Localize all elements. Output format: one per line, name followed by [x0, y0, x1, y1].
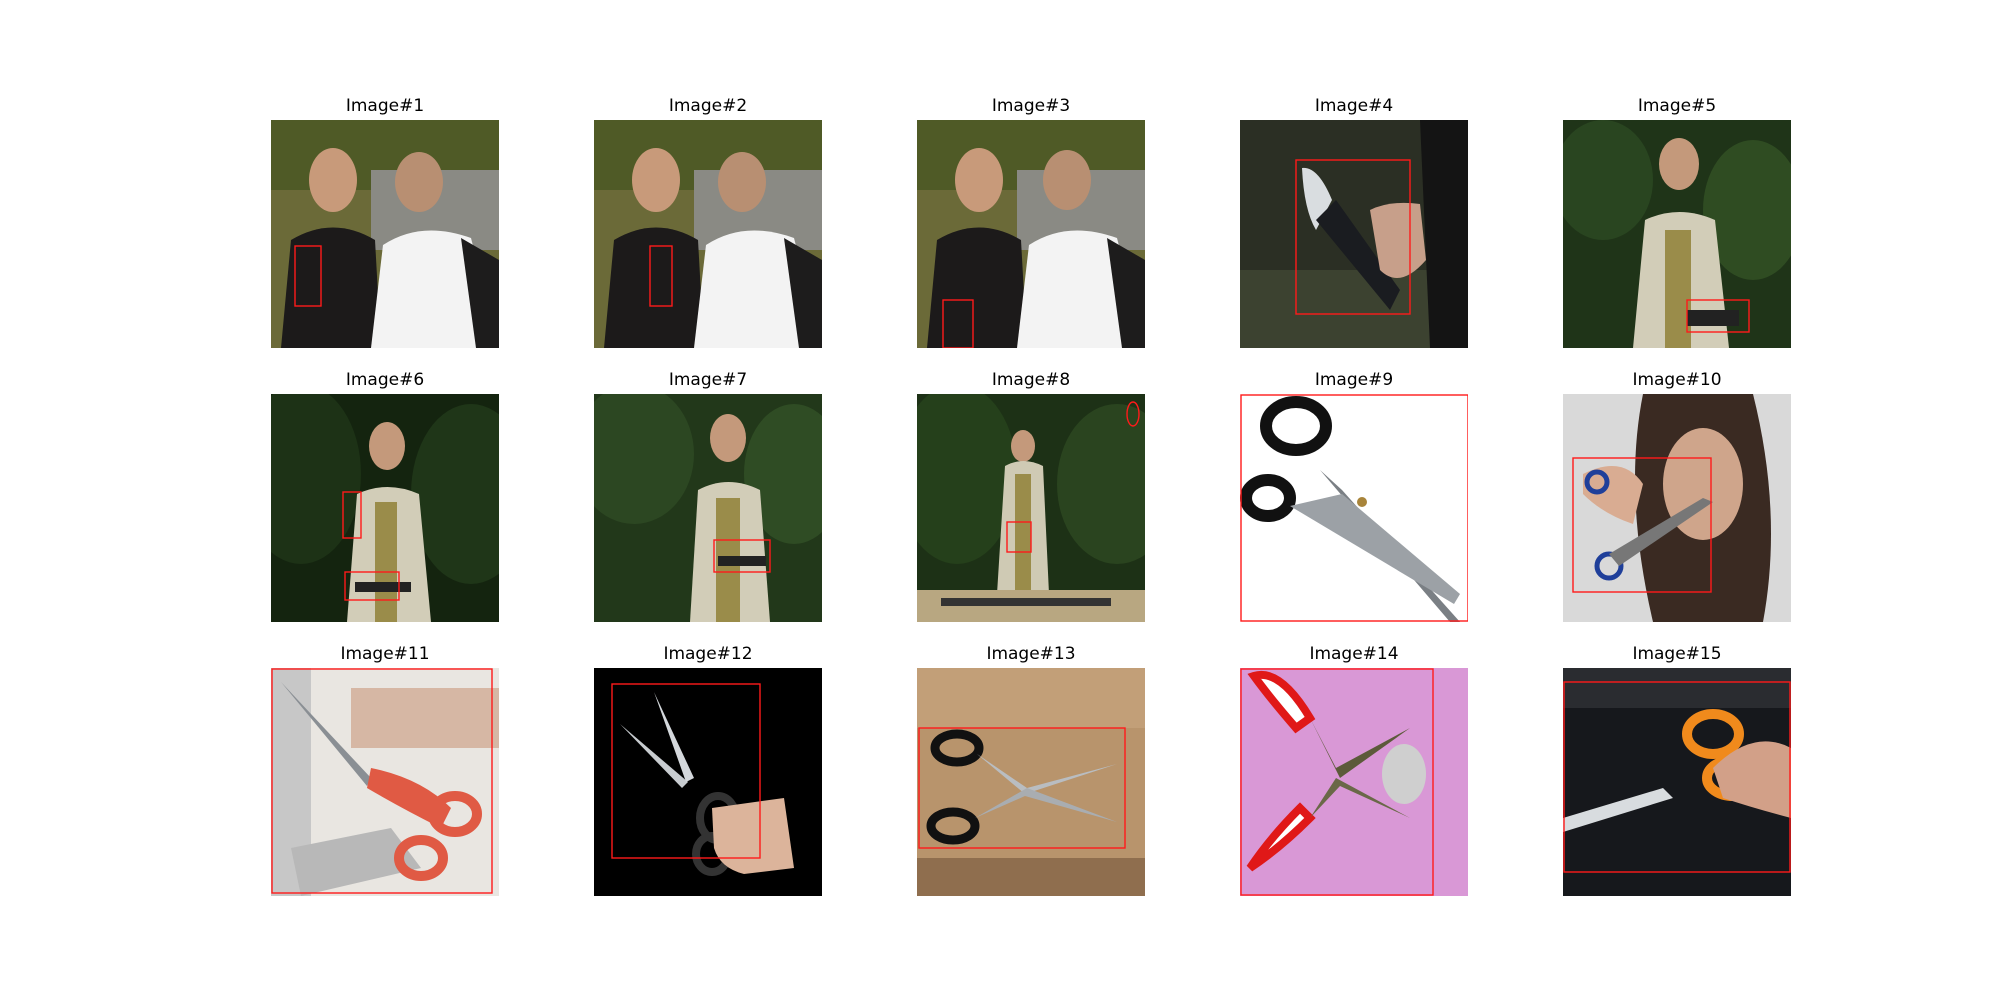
detection-box — [942, 299, 974, 348]
detection-box — [342, 491, 362, 539]
panel-image — [594, 120, 822, 348]
detection-box — [1563, 681, 1791, 873]
panel-title: Image#4 — [1314, 96, 1394, 116]
detection-box — [1006, 521, 1032, 553]
panel-title: Image#14 — [1309, 644, 1399, 664]
detection-box — [1240, 668, 1434, 896]
panel-title: Image#10 — [1632, 370, 1722, 390]
panel-title: Image#13 — [986, 644, 1076, 664]
panel-title: Image#15 — [1632, 644, 1722, 664]
panel-title: Image#1 — [345, 96, 425, 116]
detection-box — [611, 683, 761, 859]
panel-image — [271, 668, 499, 896]
panel-title: Image#3 — [991, 96, 1071, 116]
panel-title: Image#5 — [1637, 96, 1717, 116]
detection-box — [713, 539, 771, 573]
panel-image — [594, 668, 822, 896]
panel-title: Image#11 — [340, 644, 430, 664]
panel-image — [1563, 120, 1791, 348]
panel-title: Image#7 — [668, 370, 748, 390]
panel-image — [1240, 120, 1468, 348]
detection-box — [918, 727, 1126, 849]
panel-image — [917, 394, 1145, 622]
panel-title: Image#9 — [1314, 370, 1394, 390]
detection-box — [1572, 457, 1712, 593]
detection-box — [649, 245, 673, 307]
panel-image — [594, 394, 822, 622]
detection-box — [1126, 401, 1140, 427]
panel-title: Image#2 — [668, 96, 748, 116]
panel-title: Image#6 — [345, 370, 425, 390]
detection-box — [1240, 394, 1468, 622]
panel-image — [917, 120, 1145, 348]
panel-image — [1240, 394, 1468, 622]
panel-title: Image#8 — [991, 370, 1071, 390]
detection-box — [1686, 299, 1750, 333]
panel-image — [1563, 668, 1791, 896]
panel-image — [271, 120, 499, 348]
panel-image — [271, 394, 499, 622]
panel-image — [1563, 394, 1791, 622]
detection-box — [344, 571, 400, 601]
detection-box — [271, 668, 493, 894]
detection-box — [1295, 159, 1411, 315]
panel-image — [1240, 668, 1468, 896]
detection-box — [294, 245, 322, 307]
panel-image — [917, 668, 1145, 896]
panel-title: Image#12 — [663, 644, 753, 664]
